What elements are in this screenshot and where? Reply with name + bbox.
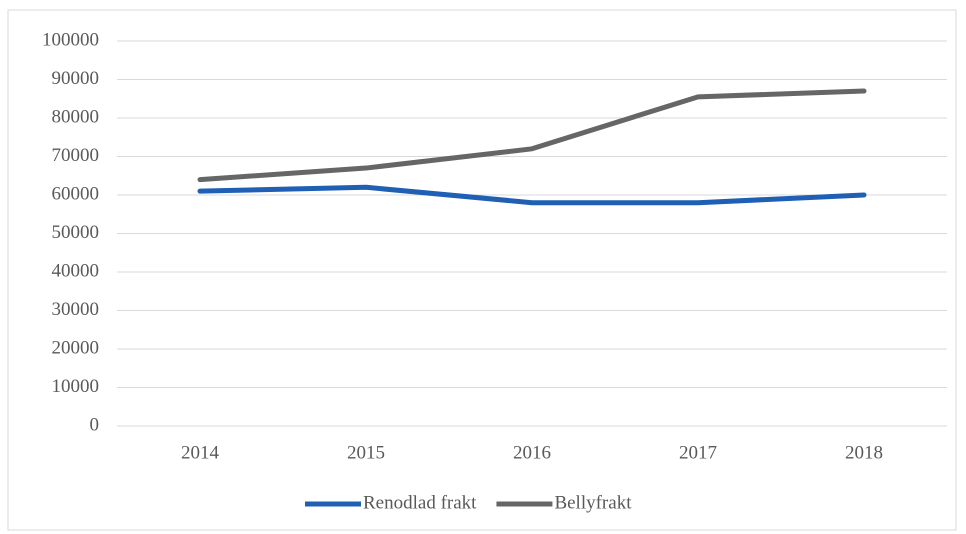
y-tick-label: 50000 [52, 222, 100, 243]
series-line [197, 88, 867, 183]
y-tick-label: 100000 [42, 29, 99, 50]
y-tick-label: 10000 [52, 376, 100, 397]
series-line [197, 184, 867, 206]
y-tick-label: 40000 [52, 260, 100, 281]
y-tick-label: 80000 [52, 106, 100, 127]
x-tick-label: 2018 [845, 442, 883, 463]
y-tick-label: 90000 [52, 68, 100, 89]
x-tick-label: 2015 [347, 442, 385, 463]
chart-frame [7, 9, 957, 531]
y-tick-label: 30000 [52, 299, 100, 320]
y-tick-label: 60000 [52, 183, 100, 204]
y-tick-label: 20000 [52, 337, 100, 358]
legend-label: Bellyfrakt [554, 492, 632, 513]
y-tick-label: 0 [90, 414, 100, 435]
x-tick-label: 2016 [513, 442, 551, 463]
legend-label: Renodlad frakt [363, 492, 477, 513]
x-tick-label: 2017 [679, 442, 717, 463]
x-tick-label: 2014 [181, 442, 220, 463]
y-tick-label: 70000 [52, 145, 100, 166]
